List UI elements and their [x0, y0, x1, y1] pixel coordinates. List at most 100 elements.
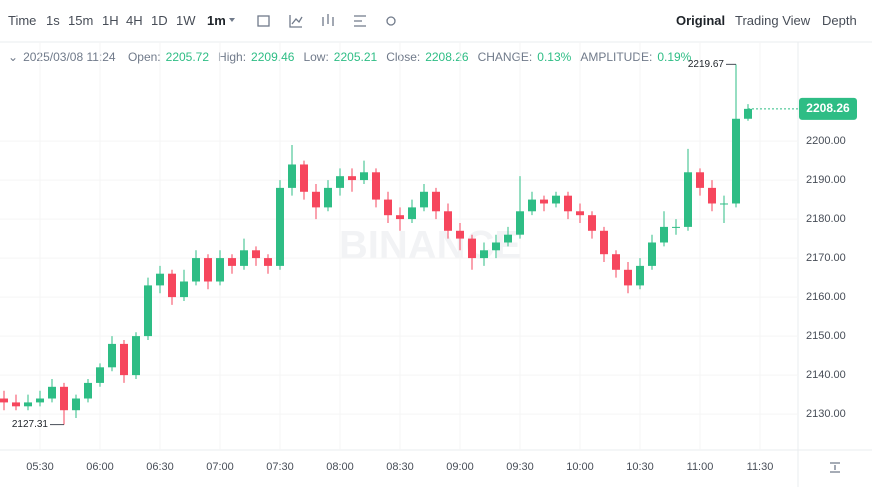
interval-tab[interactable]: 4H	[126, 13, 143, 28]
candle-body	[216, 258, 224, 282]
candle-body	[108, 343, 116, 368]
interval-tab[interactable]: 1H	[102, 13, 119, 28]
view-tab[interactable]: Depth	[822, 13, 857, 28]
candle-body	[348, 176, 356, 181]
x-tick-label: 09:30	[506, 461, 534, 473]
x-tick-label: 11:00	[687, 461, 714, 473]
candle-body	[708, 187, 716, 204]
candle-body	[300, 164, 308, 192]
candle-body	[684, 172, 692, 227]
candle-body	[384, 199, 392, 216]
candle-body	[732, 118, 740, 204]
x-tick-label: 10:30	[626, 461, 654, 473]
x-tick-label: 10:00	[566, 461, 594, 473]
ohlc-legend: ⌄ 2025/03/08 11:24 Open: 2205.72 High: 2209.…	[8, 50, 700, 64]
candle-body	[396, 215, 404, 220]
candle-body	[180, 281, 188, 298]
candle-body	[288, 164, 296, 188]
dropdown-arrow	[229, 18, 235, 22]
x-tick-label: 06:00	[86, 461, 114, 473]
y-tick-label: 2130.00	[806, 408, 846, 420]
candle-body	[24, 402, 32, 407]
y-tick-label: 2200.00	[806, 135, 846, 147]
candle-body	[60, 386, 68, 411]
y-tick-label: 2180.00	[806, 213, 846, 225]
legend-value: 2209.46	[251, 50, 295, 64]
candle-body	[504, 234, 512, 243]
x-tick-label: 09:00	[446, 461, 474, 473]
legend-value: 0.13%	[537, 50, 572, 64]
candle-body	[336, 176, 344, 188]
candle-body	[636, 265, 644, 286]
candle-body	[528, 199, 536, 212]
legend-label: CHANGE:	[477, 50, 533, 64]
x-tick-label: 08:00	[326, 461, 354, 473]
y-tick-label: 2160.00	[806, 291, 846, 303]
legend-value: 2208.26	[425, 50, 469, 64]
view-tab[interactable]: Original	[676, 13, 726, 28]
y-tick-label: 2190.00	[806, 174, 846, 186]
y-tick-label: 2140.00	[806, 369, 846, 381]
interval-tab[interactable]: 1W	[176, 13, 196, 28]
candle-body	[408, 207, 416, 220]
candle-body	[228, 258, 236, 266]
legend-value: 0.19%	[657, 50, 692, 64]
candle-body	[132, 336, 140, 376]
interval-tab[interactable]: 15m	[68, 13, 94, 28]
candle-body	[360, 172, 368, 181]
candle-body	[96, 367, 104, 383]
icon-indicator[interactable]	[289, 15, 303, 28]
legend-label: AMPLITUDE:	[580, 50, 653, 64]
interval-tab[interactable]: 1s	[46, 13, 60, 28]
x-tick-label: 07:30	[266, 461, 294, 473]
icon-gear[interactable]	[386, 16, 396, 26]
chevron[interactable]: ⌄	[8, 50, 19, 64]
candle-body	[492, 242, 500, 251]
x-tick-label: 08:30	[386, 461, 414, 473]
interval-tab[interactable]: Time	[8, 13, 37, 28]
candle-body	[648, 242, 656, 266]
candle-body	[372, 172, 380, 200]
candle-body	[264, 258, 272, 266]
candle-body	[720, 203, 728, 205]
watermark: BINANCE	[339, 224, 521, 268]
candle-body	[240, 250, 248, 266]
interval-tab[interactable]: 1m	[207, 13, 226, 28]
last-price-label: 2208.26	[806, 101, 850, 115]
candle-body	[540, 199, 548, 204]
candle-body	[36, 398, 44, 403]
candle-body	[168, 273, 176, 298]
candle-body	[564, 195, 572, 212]
icon-candle[interactable]	[322, 14, 334, 26]
candle-body	[672, 226, 680, 228]
legend-label: Open:	[127, 50, 161, 64]
candle-body	[432, 191, 440, 212]
candle-body	[480, 250, 488, 259]
candle-body	[420, 191, 428, 208]
x-tick-label: 06:30	[146, 461, 174, 473]
y-tick-label: 2170.00	[806, 252, 846, 264]
candle-body	[612, 254, 620, 270]
toolbar-icons[interactable]	[257, 14, 840, 473]
candle-body	[624, 269, 632, 286]
x-tick-label: 07:00	[206, 461, 234, 473]
max-label: 2219.67	[688, 59, 725, 70]
icon-calendar[interactable]	[257, 15, 270, 27]
candle-body	[660, 226, 668, 243]
candle-body	[444, 211, 452, 231]
candle-body	[696, 172, 704, 188]
legend-value: 2205.21	[333, 50, 378, 64]
candle-body	[144, 285, 152, 337]
view-tab[interactable]: Trading View	[735, 13, 811, 28]
icon-settings-list[interactable]	[354, 15, 366, 27]
x-tick-label: 05:30	[26, 461, 54, 473]
icon-scale[interactable]	[830, 462, 840, 473]
interval-tab[interactable]: 1D	[151, 13, 168, 28]
candle-body	[456, 230, 464, 239]
candle-body	[252, 250, 260, 259]
candle-body	[84, 382, 92, 399]
candle-body	[576, 211, 584, 216]
candle-body	[120, 343, 128, 376]
